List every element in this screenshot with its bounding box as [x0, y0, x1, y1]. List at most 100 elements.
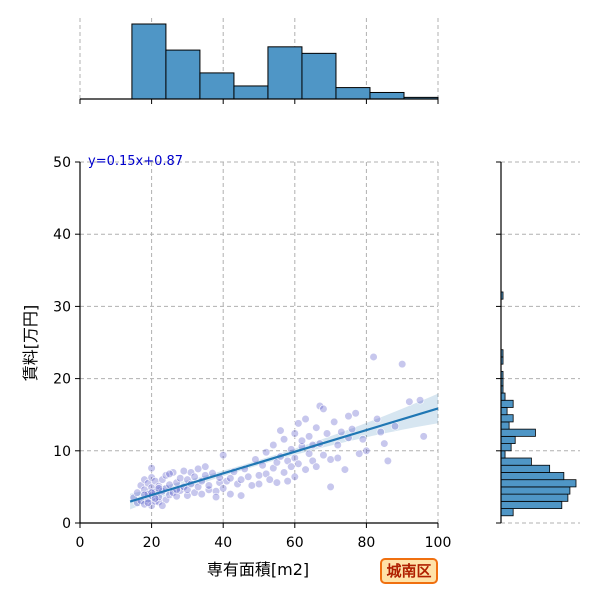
scatter-point [380, 439, 389, 448]
x-hist-bar [267, 46, 303, 100]
y-tick-label: 10 [53, 444, 71, 460]
scatter-point [416, 396, 425, 405]
x-hist-bar [199, 72, 235, 100]
scatter-point [237, 491, 246, 500]
scatter-point [290, 472, 299, 481]
scatter-point [297, 436, 307, 445]
x-axis-label: 専有面積[m2] [207, 560, 309, 579]
scatter-point [319, 404, 328, 414]
y-hist-bar [500, 486, 571, 495]
scatter-point [244, 472, 253, 481]
scatter-point [290, 429, 299, 438]
y-hist-bar [500, 435, 516, 444]
scatter-point [269, 440, 278, 450]
scatter-point [183, 491, 192, 500]
scatter-point [355, 449, 364, 458]
scatter-point [333, 440, 342, 450]
x-hist-bar [233, 85, 269, 100]
y-hist-bar [500, 443, 512, 452]
scatter-point [351, 409, 360, 418]
y-hist-bar [500, 421, 510, 430]
x-hist-bar [301, 52, 337, 100]
scatter-point [165, 469, 174, 479]
scatter-point [305, 432, 314, 441]
scatter-point [373, 414, 382, 424]
scatter-point [190, 472, 199, 481]
x-tick-label: 0 [76, 535, 85, 551]
y-hist-bar [500, 392, 506, 401]
x-hist-bar [131, 23, 167, 100]
scatter-point [179, 466, 188, 476]
y-tick-label: 0 [62, 516, 71, 532]
y-hist-bar [500, 450, 506, 459]
scatter-point [362, 446, 371, 455]
y-hist-bar [500, 457, 532, 466]
scatter-point [305, 449, 314, 458]
scatter-point [319, 451, 328, 460]
scatter-point [390, 422, 400, 431]
scatter-point [279, 435, 289, 444]
scatter-point [333, 453, 342, 463]
scatter-point [369, 352, 378, 362]
scatter-point [294, 419, 303, 428]
y-hist-bar [500, 500, 563, 509]
regression-annotation: y=0.15x+0.87 [88, 154, 183, 169]
scatter-point [176, 474, 185, 483]
scatter-point [226, 490, 235, 499]
scatter-point [237, 475, 246, 484]
x-tick-label: 60 [286, 535, 304, 551]
y-marginal-histogram [496, 161, 580, 524]
scatter-point [326, 455, 335, 464]
y-hist-bar [500, 479, 577, 488]
district-badge: 城南区 [380, 558, 438, 584]
y-tick-label: 50 [53, 155, 71, 171]
scatter-point [322, 429, 332, 438]
scatter-point [262, 448, 271, 457]
x-hist-bar [165, 49, 201, 100]
y-hist-bar [500, 472, 565, 481]
scatter-point [376, 427, 385, 437]
y-hist-bar [500, 399, 514, 408]
scatter-point [197, 490, 206, 499]
scatter-point [254, 471, 264, 480]
scatter-point [147, 464, 156, 473]
scatter-point [358, 435, 367, 444]
y-hist-bar [500, 428, 536, 437]
scatter-point [301, 465, 310, 474]
y-tick-label: 40 [53, 227, 71, 243]
scatter-point [143, 498, 153, 507]
scatter-point [279, 468, 289, 477]
y-hist-bar [500, 493, 569, 502]
y-tick-label: 30 [53, 299, 71, 315]
main-scatter-plot: 0 20 40 60 80 100 0 10 20 30 40 50 [53, 155, 451, 551]
scatter-point [337, 427, 346, 437]
scatter-point [211, 492, 221, 502]
scatter-point [226, 474, 235, 483]
scatter-point [265, 475, 274, 484]
scatter-point [301, 414, 310, 424]
scatter-point [340, 465, 350, 474]
x-tick-label: 20 [143, 535, 161, 551]
x-hist-bar [335, 87, 371, 100]
scatter-point [405, 397, 414, 406]
scatter-point [312, 462, 321, 471]
scatter-point [383, 456, 392, 466]
scatter-point [247, 481, 256, 490]
scatter-point [347, 425, 357, 434]
confidence-band [130, 393, 438, 510]
y-hist-bar [500, 508, 514, 517]
x-tick-label: 100 [425, 535, 452, 551]
x-marginal-histogram [79, 18, 439, 104]
scatter-point [312, 423, 321, 432]
y-hist-bar [500, 464, 551, 473]
y-hist-bar [500, 414, 514, 423]
scatter-point [133, 488, 142, 497]
scatter-point [272, 478, 282, 487]
scatter-point [204, 481, 213, 490]
scatter-point [165, 480, 174, 489]
scatter-point [419, 432, 428, 441]
scatter-point [158, 501, 167, 510]
scatter-point [194, 464, 203, 473]
